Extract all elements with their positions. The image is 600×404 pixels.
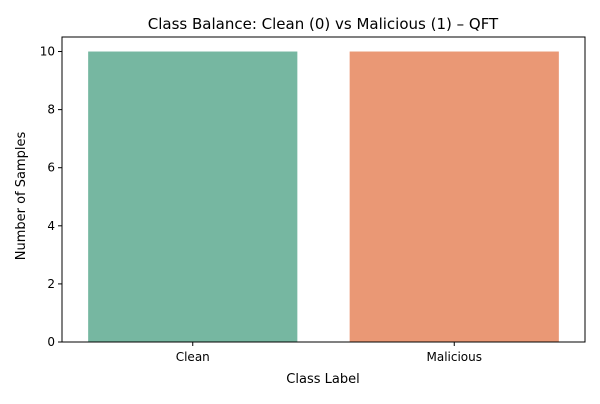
y-axis: 0 2 4 6 8 10	[40, 45, 62, 349]
y-tick-label: 10	[40, 45, 55, 59]
chart-title: Class Balance: Clean (0) vs Malicious (1…	[148, 15, 499, 33]
bar-clean	[88, 51, 298, 343]
plot-area	[88, 51, 559, 343]
y-axis-label: Number of Samples	[14, 132, 29, 261]
x-axis: Clean Malicious	[176, 342, 482, 364]
y-tick-label: 8	[47, 103, 55, 117]
plot-frame	[61, 36, 586, 343]
y-tick-label: 6	[47, 161, 55, 175]
x-tick-label: Clean	[176, 350, 210, 364]
bar-malicious	[349, 51, 559, 343]
y-tick-label: 4	[47, 219, 55, 233]
x-tick-label: Malicious	[426, 350, 482, 364]
x-axis-label: Class Label	[286, 372, 359, 387]
y-tick-label: 0	[47, 335, 55, 349]
y-tick-label: 2	[47, 277, 55, 291]
